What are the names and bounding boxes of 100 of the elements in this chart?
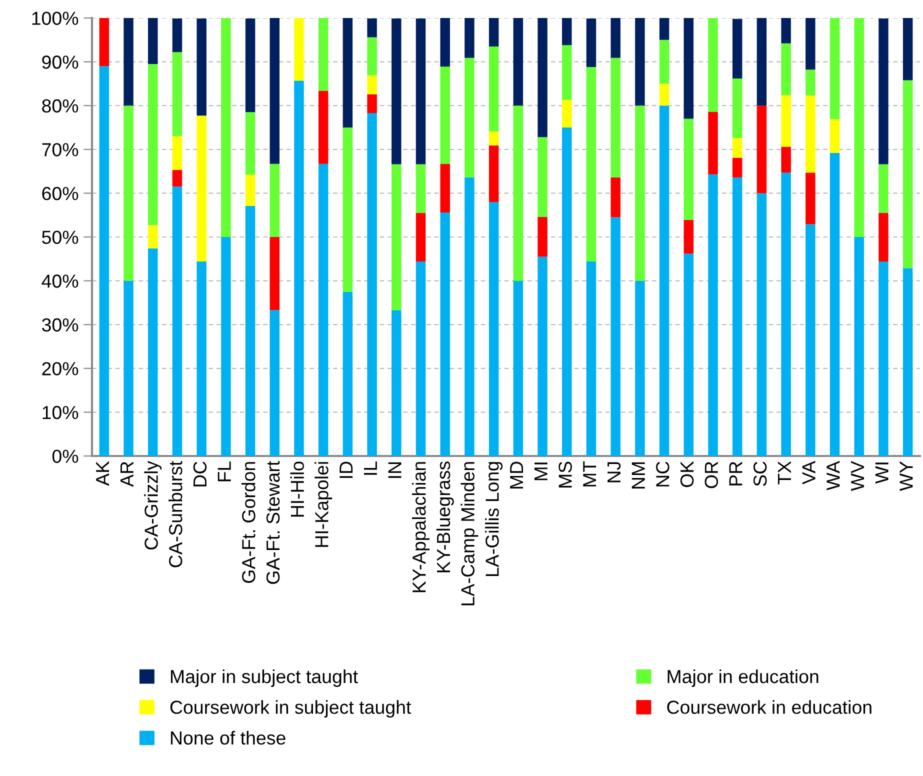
x-tick-label: HI-Hilo — [290, 462, 304, 517]
bar — [440, 164, 450, 212]
bar — [416, 212, 426, 262]
bar — [562, 128, 572, 456]
bar — [708, 18, 718, 112]
bar — [416, 164, 426, 213]
bar — [416, 18, 426, 164]
y-tick-label: 30% — [42, 318, 78, 332]
bar — [732, 158, 742, 178]
bar — [902, 80, 913, 268]
bar — [586, 18, 596, 68]
bar — [830, 152, 840, 456]
bar — [245, 112, 256, 175]
x-tick-label: WA — [826, 460, 840, 490]
x-tick-label: KY-Bluegrass — [436, 462, 454, 572]
bar — [464, 18, 474, 58]
bar — [172, 136, 182, 170]
bar — [684, 18, 694, 119]
bar — [538, 18, 548, 138]
y-tick-label: 40% — [42, 274, 78, 288]
bar — [610, 217, 620, 456]
x-tick-label: FL — [218, 461, 231, 482]
bar — [538, 216, 548, 257]
bar — [513, 280, 524, 456]
x-tick-label: VA — [802, 460, 816, 484]
x-tick-label: MD — [510, 462, 524, 488]
bar — [99, 18, 110, 66]
bar — [124, 106, 134, 281]
bar — [806, 18, 816, 70]
bar — [659, 84, 670, 106]
bar — [562, 100, 572, 128]
x-tick-label: CA-Grizzly — [144, 460, 162, 550]
bar — [294, 80, 304, 456]
bar — [878, 212, 888, 262]
bar — [756, 106, 767, 194]
bar — [635, 106, 645, 281]
bar — [684, 118, 694, 220]
bar — [830, 18, 840, 120]
bar — [342, 292, 353, 456]
bar — [245, 18, 256, 112]
bar — [464, 177, 474, 456]
bar — [196, 262, 206, 456]
y-tick-label: 60% — [42, 186, 78, 200]
bar — [148, 225, 158, 248]
bar — [99, 66, 110, 456]
y-tick-label: 0% — [52, 450, 78, 463]
bar — [513, 106, 524, 281]
x-tick-label: LA-Camp Minden — [460, 462, 478, 606]
y-tick-label: 70% — [42, 143, 78, 156]
bar — [781, 43, 791, 96]
legend-label: Major in subject taught — [170, 669, 358, 687]
x-tick-label: NC — [656, 462, 670, 486]
x-tick-label: MI — [534, 462, 548, 480]
bar — [659, 106, 670, 456]
bar — [488, 18, 499, 46]
bar — [270, 18, 280, 164]
x-tick-label: PR — [729, 462, 742, 486]
bar — [440, 212, 450, 456]
bar — [270, 164, 280, 237]
x-tick-label: AK — [96, 461, 110, 486]
bar — [172, 186, 182, 456]
bar — [562, 18, 572, 46]
bar — [367, 75, 377, 94]
bar — [440, 18, 450, 67]
bar — [513, 18, 524, 106]
bar — [124, 18, 134, 106]
x-tick-label: ID — [340, 462, 353, 478]
bar — [294, 18, 304, 81]
x-tick-label: OK — [680, 461, 694, 488]
bar — [659, 18, 670, 40]
bar — [781, 18, 791, 44]
bar — [318, 90, 328, 164]
bar — [440, 66, 450, 164]
bar — [367, 37, 377, 76]
x-tick-label: MS — [558, 462, 572, 488]
x-tick-label: MT — [583, 461, 596, 486]
bar — [756, 193, 767, 456]
x-tick-label: DC — [193, 462, 207, 486]
bar — [367, 94, 377, 114]
bar — [610, 177, 620, 218]
bar — [245, 206, 256, 456]
bar — [902, 268, 913, 456]
bar — [148, 248, 158, 456]
legend-label: Coursework in subject taught — [170, 700, 412, 718]
bar — [708, 174, 718, 456]
x-tick-label: NM — [632, 462, 645, 488]
y-tick-label: 90% — [42, 56, 78, 69]
bar — [806, 224, 816, 456]
x-tick-label: WV — [851, 460, 864, 491]
bar — [610, 18, 620, 58]
bar — [562, 45, 572, 100]
x-tick-label: AR — [120, 462, 134, 487]
bar — [172, 18, 182, 52]
bar — [416, 262, 426, 456]
y-tick-label: 80% — [42, 99, 78, 113]
bar — [806, 96, 816, 173]
x-tick-label: OR — [704, 462, 718, 488]
bar — [732, 138, 742, 158]
bar — [148, 18, 158, 64]
legend-label: Major in education — [668, 669, 818, 687]
